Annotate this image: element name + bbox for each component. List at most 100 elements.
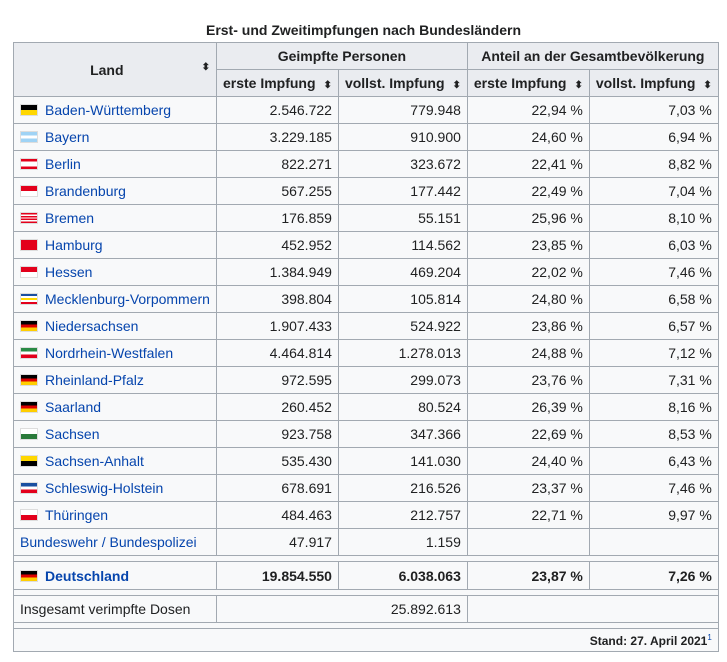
- cell-anteil-vollst: 8,10 %: [588, 204, 719, 232]
- table-row: Schleswig-Holstein 678.691 216.526 23,37…: [13, 474, 719, 502]
- cell-anteil-erste: 24,88 %: [466, 339, 590, 367]
- cell-anteil-erste: 23,37 %: [466, 474, 590, 502]
- flag-icon: [20, 428, 38, 440]
- cell-erste: 822.271: [215, 150, 339, 178]
- flag-icon: [20, 455, 38, 467]
- land-link[interactable]: Hamburg: [45, 237, 103, 253]
- flag-icon: [20, 320, 38, 332]
- land-link[interactable]: Bundeswehr / Bundespolizei: [13, 528, 217, 556]
- land-link[interactable]: Thüringen: [45, 507, 109, 523]
- cell-vollst: 177.442: [337, 177, 468, 205]
- flag-icon: [20, 509, 38, 521]
- cell-erste: 484.463: [215, 501, 339, 529]
- land-link[interactable]: Baden-Württemberg: [45, 102, 172, 118]
- cell-land: Brandenburg: [13, 177, 217, 205]
- sort-icon[interactable]: ⬍: [323, 80, 332, 91]
- cell-anteil-vollst: 8,16 %: [588, 393, 719, 421]
- table-row: Rheinland-Pfalz 972.595 299.073 23,76 % …: [13, 366, 719, 394]
- cell-vollst: 299.073: [337, 366, 468, 394]
- group-header-geimpfte: Geimpfte Personen: [215, 42, 468, 70]
- cell-vollst: 1.159: [337, 528, 468, 556]
- cell-land: Hessen: [13, 258, 217, 286]
- cell-erste: 972.595: [215, 366, 339, 394]
- sort-icon[interactable]: ⬍: [574, 80, 583, 91]
- flag-icon: [20, 185, 38, 197]
- flag-icon: [20, 293, 38, 305]
- flag-icon: [20, 374, 38, 386]
- table-row-total: Deutschland 19.854.550 6.038.063 23,87 %…: [13, 561, 719, 590]
- land-link[interactable]: Hessen: [45, 264, 93, 280]
- cell-anteil-erste: 22,71 %: [466, 501, 590, 529]
- land-link[interactable]: Sachsen: [45, 426, 100, 442]
- land-link[interactable]: Schleswig-Holstein: [45, 480, 164, 496]
- column-header-vollst[interactable]: vollst. Impfung ⬍: [337, 69, 468, 97]
- land-link[interactable]: Rheinland-Pfalz: [45, 372, 144, 388]
- table-row: Saarland 260.452 80.524 26,39 % 8,16 %: [13, 393, 719, 421]
- table-row: Thüringen 484.463 212.757 22,71 % 9,97 %: [13, 501, 719, 529]
- cell-anteil-vollst: 7,31 %: [588, 366, 719, 394]
- table-row: Nordrhein-Westfalen 4.464.814 1.278.013 …: [13, 339, 719, 367]
- column-header-anteil-erste[interactable]: erste Impfung ⬍: [466, 69, 590, 97]
- land-link[interactable]: Bremen: [45, 210, 95, 226]
- cell-anteil-erste: 22,41 %: [466, 150, 590, 178]
- header-label: erste Impfung: [473, 75, 567, 91]
- table-caption: Erst- und Zweitimpfungen nach Bundesländ…: [205, 22, 521, 38]
- sort-icon[interactable]: ⬍: [703, 80, 712, 91]
- land-link[interactable]: Bayern: [45, 129, 90, 145]
- cell-land: Saarland: [13, 393, 217, 421]
- cell-land: Bremen: [13, 204, 217, 232]
- land-link[interactable]: Nordrhein-Westfalen: [45, 345, 174, 361]
- table-row: Hessen 1.384.949 469.204 22,02 % 7,46 %: [13, 258, 719, 286]
- cell-anteil-vollst: 9,97 %: [588, 501, 719, 529]
- cell-land: Niedersachsen: [13, 312, 217, 340]
- sort-icon[interactable]: ⬍: [452, 80, 461, 91]
- cell-erste: 4.464.814: [215, 339, 339, 367]
- land-link[interactable]: Brandenburg: [45, 183, 126, 199]
- cell-anteil-erste: 24,40 %: [466, 447, 590, 475]
- sort-icon[interactable]: ⬍: [201, 61, 210, 73]
- cell-land: Thüringen: [13, 501, 217, 529]
- land-link[interactable]: Mecklenburg-Vorpommern: [45, 291, 210, 307]
- table-row: Brandenburg 567.255 177.442 22,49 % 7,04…: [13, 177, 719, 205]
- cell-land: Bayern: [13, 123, 217, 151]
- column-header-anteil-vollst[interactable]: vollst. Impfung ⬍: [588, 69, 719, 97]
- reference-link[interactable]: 1: [707, 632, 712, 642]
- table-row: Berlin 822.271 323.672 22,41 % 8,82 %: [13, 150, 719, 178]
- cell-erste: 2.546.722: [215, 96, 339, 124]
- cell-anteil-erste: 22,02 %: [466, 258, 590, 286]
- land-link[interactable]: Sachsen-Anhalt: [45, 453, 144, 469]
- header-label: vollst. Impfung: [344, 75, 445, 91]
- header-label: Land: [90, 61, 124, 78]
- cell-anteil-vollst: 6,94 %: [588, 123, 719, 151]
- cell-vollst: 216.526: [337, 474, 468, 502]
- table-row: Bayern 3.229.185 910.900 24,60 % 6,94 %: [13, 123, 719, 151]
- flag-icon: [20, 212, 38, 224]
- cell-land: Hamburg: [13, 231, 217, 259]
- land-link[interactable]: Deutschland: [45, 567, 130, 584]
- cell-anteil-erste: 24,80 %: [466, 285, 590, 313]
- cell-land: Sachsen-Anhalt: [13, 447, 217, 475]
- column-header-erste[interactable]: erste Impfung ⬍: [215, 69, 339, 97]
- cell-anteil-erste: 23,76 %: [466, 366, 590, 394]
- cell-vollst: 105.814: [337, 285, 468, 313]
- cell-empty: [466, 595, 719, 623]
- table-row: Bremen 176.859 55.151 25,96 % 8,10 %: [13, 204, 719, 232]
- cell-erste: 452.952: [215, 231, 339, 259]
- land-link[interactable]: Niedersachsen: [45, 318, 139, 334]
- doses-label: Insgesamt verimpfte Dosen: [13, 595, 217, 623]
- flag-icon: [20, 239, 38, 251]
- cell-anteil-vollst: 6,43 %: [588, 447, 719, 475]
- flag-icon: [20, 347, 38, 359]
- cell-vollst: 212.757: [337, 501, 468, 529]
- cell-vollst: 1.278.013: [337, 339, 468, 367]
- cell-vollst: 141.030: [337, 447, 468, 475]
- cell-anteil-erste: 22,69 %: [466, 420, 590, 448]
- column-header-land[interactable]: Land ⬍: [13, 42, 217, 97]
- cell-land: Nordrhein-Westfalen: [13, 339, 217, 367]
- land-link[interactable]: Saarland: [45, 399, 102, 415]
- cell-erste: 19.854.550: [215, 561, 339, 590]
- vaccination-table: Land ⬍ Geimpfte Personen Anteil an der Ge…: [13, 42, 719, 652]
- land-link[interactable]: Berlin: [45, 156, 81, 172]
- cell-anteil-vollst: 8,53 %: [588, 420, 719, 448]
- cell-vollst: 114.562: [337, 231, 468, 259]
